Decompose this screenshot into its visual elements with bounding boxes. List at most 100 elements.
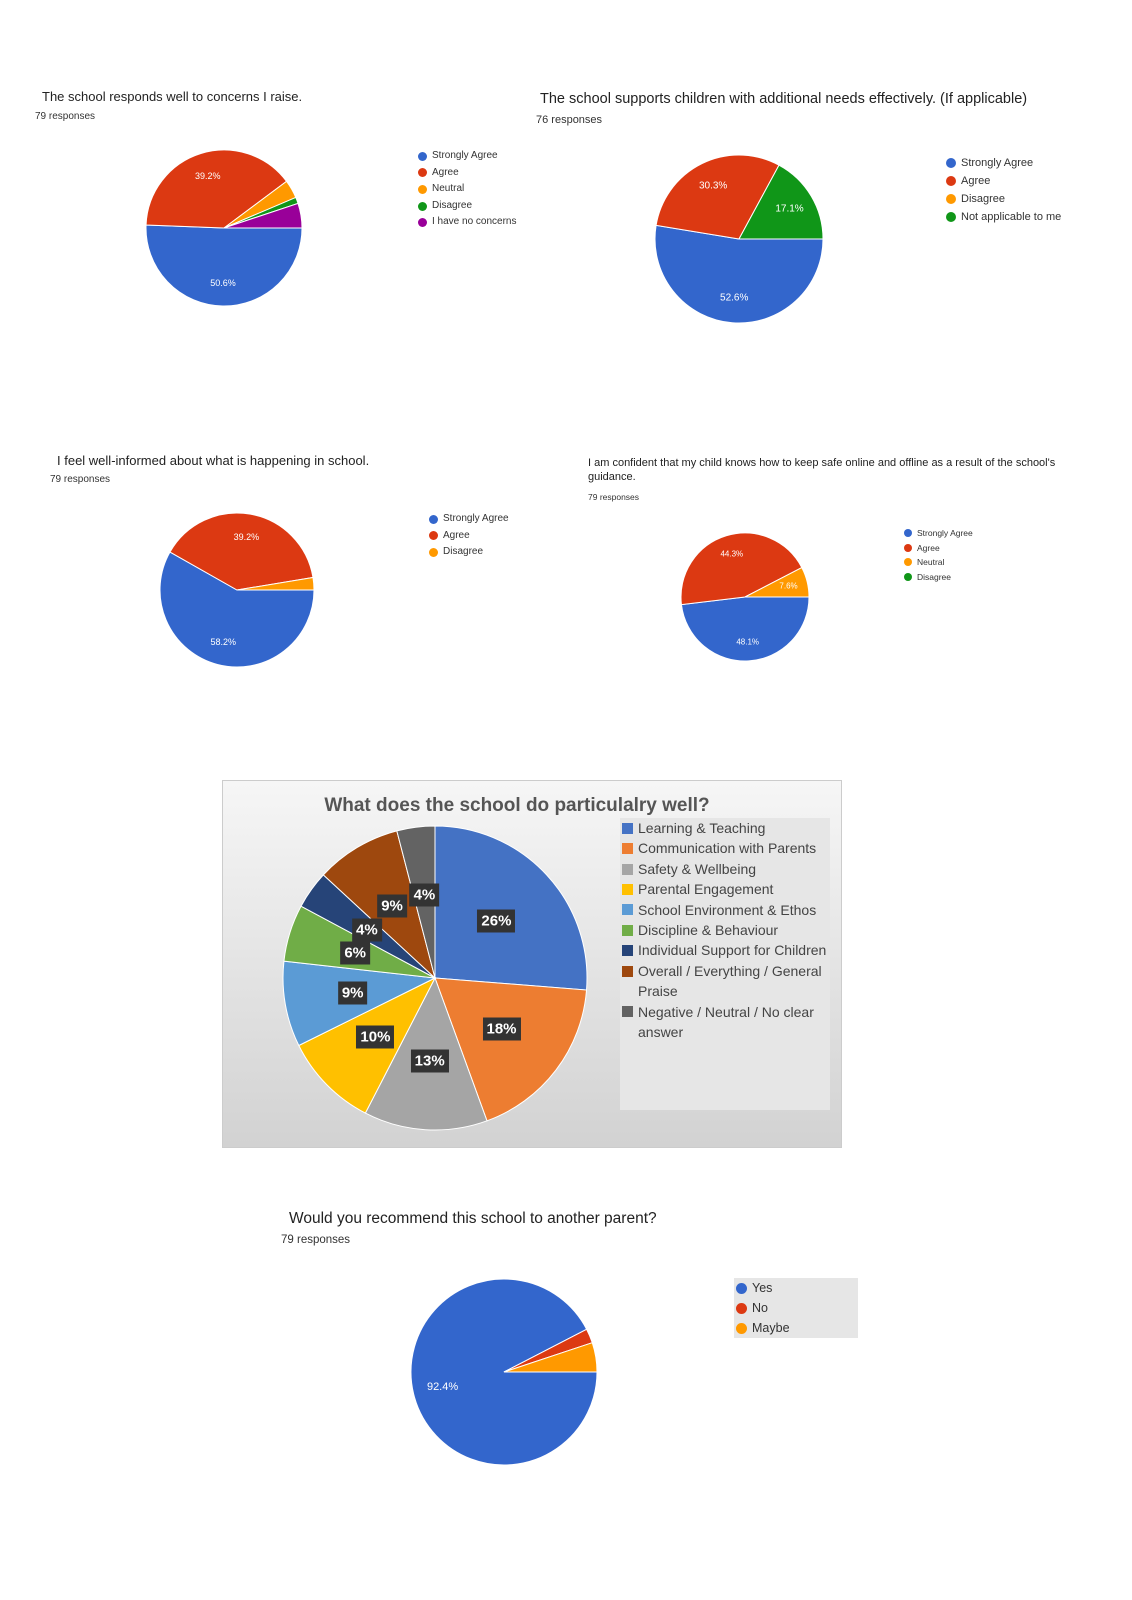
legend-marker [622, 924, 633, 936]
legend-label: Agree [432, 166, 459, 178]
pie-slice [654, 224, 824, 324]
data-label: 30.3% [698, 180, 728, 192]
legend-marker [904, 529, 912, 538]
legend-label: Disagree [443, 546, 484, 558]
chart-title: I am confident that my child knows how t… [588, 457, 1056, 484]
data-label: 9% [377, 894, 407, 918]
legend-label: Communication with Parents [638, 840, 817, 857]
pie-slice [159, 551, 315, 668]
legend-marker [904, 573, 912, 582]
legend-label: Disagree [961, 193, 1006, 205]
legend-label: Maybe [752, 1321, 790, 1335]
chart-subtitle: 79 responses [35, 111, 96, 122]
data-label: 39.2% [233, 531, 260, 542]
legend-label: Agree [917, 542, 940, 553]
legend-label: Disagree [432, 199, 473, 211]
legend-item: Neutral [418, 181, 558, 198]
legend-item: Safety & Wellbeing [622, 859, 828, 879]
legend-marker [736, 1322, 747, 1334]
legend-marker [736, 1302, 747, 1314]
legend-item: Discipline & Behaviour [622, 920, 828, 940]
legend-label: Strongly Agree [443, 513, 509, 524]
legend-marker [946, 194, 956, 204]
legend-marker [622, 883, 633, 895]
legend-marker [622, 945, 633, 957]
legend-item: Strongly Agree [429, 511, 569, 528]
data-label: 9% [337, 981, 368, 1005]
legend-item: Overall / Everything / General Praise [622, 961, 828, 1002]
legend-label: Learning & Teaching [638, 820, 766, 836]
legend-item: Agree [418, 165, 558, 182]
pie-slice [738, 164, 824, 240]
data-label: 26% [477, 909, 516, 933]
legend-item: Strongly Agree [418, 148, 558, 165]
data-label: 4% [352, 918, 382, 941]
chart-subtitle: 79 responses [588, 492, 640, 502]
legend-item: Strongly Agree [946, 154, 1106, 172]
data-label: 17.1% [775, 203, 804, 215]
legend: Strongly Agree Agree Neutral Disagree [904, 526, 1024, 584]
pie-slice [145, 224, 303, 307]
legend-item: Learning & Teaching [622, 818, 828, 838]
legend-marker [418, 151, 427, 161]
legend-item: Individual Support for Children [622, 940, 828, 960]
legend-marker [622, 965, 633, 977]
pie-slice [680, 532, 803, 606]
legend-label: Negative / Neutral / No clear answer [638, 1003, 814, 1041]
pie-slice [236, 576, 315, 591]
pie-slice [434, 977, 588, 1122]
data-label: 48.1% [736, 637, 760, 647]
chart-title: What does the school do particulalry wel… [324, 795, 710, 816]
legend-marker [904, 543, 912, 552]
legend-marker [622, 1006, 633, 1018]
data-label: 92.4% [426, 1380, 459, 1393]
chart-subtitle: 79 responses [281, 1234, 351, 1246]
legend-item: Not applicable to me [946, 208, 1106, 226]
legend-label: Strongly Agree [432, 150, 498, 161]
pie-slice [744, 566, 810, 598]
legend-label: Strongly Agree [961, 157, 1034, 169]
chart-title: The school supports children with additi… [540, 91, 1028, 107]
legend-item: Agree [904, 541, 1024, 556]
legend-marker [429, 531, 438, 541]
pie-slice [434, 825, 588, 991]
chart-title: Would you recommend this school to anoth… [289, 1210, 657, 1227]
data-label: 7.6% [779, 581, 798, 591]
data-label: 39.2% [195, 170, 221, 181]
legend-item: Disagree [904, 570, 1024, 585]
legend-label: Not applicable to me [961, 211, 1062, 223]
legend-marker [946, 212, 956, 222]
legend-marker [418, 201, 427, 211]
legend-item: Disagree [418, 198, 558, 215]
legend-item: Strongly Agree [904, 526, 1024, 541]
legend-label: Parental Engagement [638, 881, 774, 898]
legend: Strongly Agree Agree Disagree [429, 511, 569, 561]
pie-slice [145, 149, 288, 229]
chart-subtitle: 79 responses [50, 474, 111, 485]
legend-marker [622, 904, 633, 916]
legend: Strongly Agree Agree Disagree Not applicabl… [946, 154, 1106, 226]
pie-slice [503, 1342, 598, 1373]
legend-marker [622, 843, 633, 855]
legend-item: School Environment & Ethos [622, 900, 828, 920]
legend-marker [946, 176, 956, 186]
legend-item: Disagree [946, 190, 1106, 208]
legend-item: Disagree [429, 544, 569, 561]
legend-item: Yes [736, 1278, 856, 1298]
legend-item: Agree [429, 528, 569, 545]
data-label: 13% [410, 1049, 449, 1073]
chart-title: The school responds well to concerns I r… [42, 89, 303, 104]
legend-marker [429, 547, 438, 557]
legend-item: Negative / Neutral / No clear answer [622, 1002, 828, 1043]
legend-marker [622, 863, 633, 875]
legend-item: I have no concerns [418, 214, 558, 231]
legend-label: Neutral [917, 557, 945, 568]
chart-title: I feel well-informed about what is happe… [57, 453, 370, 468]
legend-label: Individual Support for Children [638, 942, 827, 959]
legend-label: Yes [752, 1281, 773, 1295]
legend-label: Overall / Everything / General Praise [638, 962, 822, 1000]
legend-marker [429, 514, 438, 524]
pie-slice [169, 512, 314, 591]
